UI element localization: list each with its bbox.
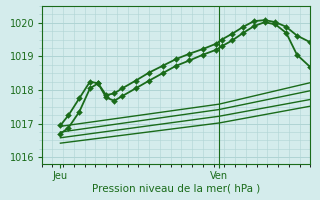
X-axis label: Pression niveau de la mer( hPa ): Pression niveau de la mer( hPa ) (92, 184, 260, 194)
